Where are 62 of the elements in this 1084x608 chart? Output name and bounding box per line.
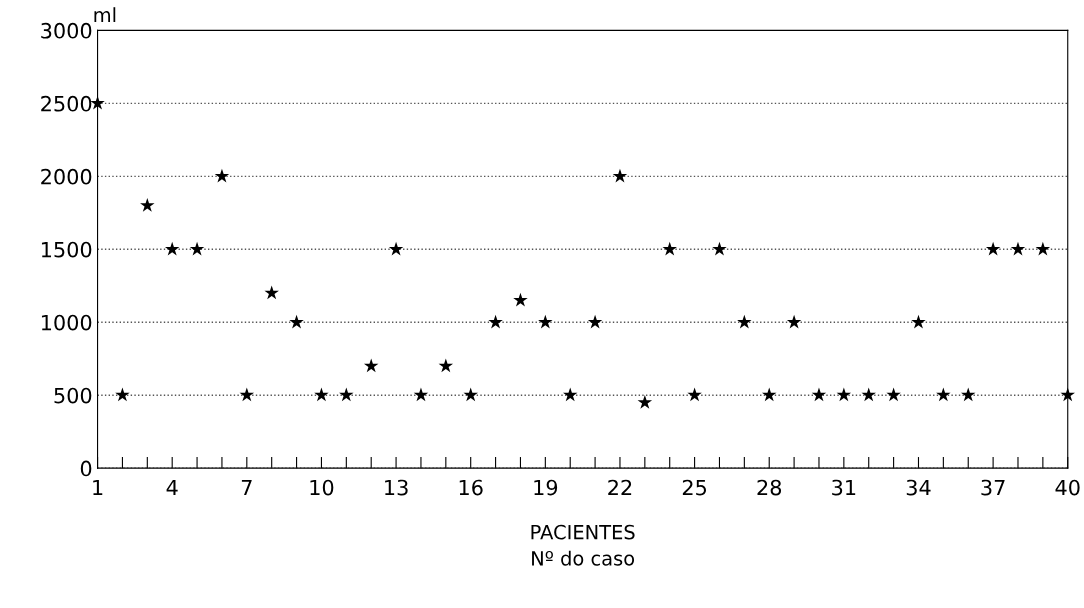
y-tick-label: 0 xyxy=(80,460,92,477)
x-axis-title: PACIENTES Nº do caso xyxy=(531,524,635,566)
point xyxy=(488,314,503,329)
x-tick-label: 4 xyxy=(166,479,178,496)
point xyxy=(314,387,329,402)
y-tick-label: 500 xyxy=(54,387,92,404)
point xyxy=(936,387,951,402)
point xyxy=(562,387,578,402)
y-tick-label: 3000 xyxy=(41,22,92,39)
point xyxy=(961,387,976,402)
point xyxy=(1060,387,1075,402)
point xyxy=(388,241,404,256)
point xyxy=(985,241,1001,256)
x-tick-label: 19 xyxy=(534,479,558,496)
point xyxy=(637,394,653,409)
point xyxy=(363,358,379,373)
point xyxy=(538,314,553,329)
point xyxy=(662,241,677,256)
x-tick-label: 37 xyxy=(981,479,1005,496)
point xyxy=(438,358,454,373)
x-tick-label: 22 xyxy=(608,479,632,496)
point xyxy=(687,387,702,402)
x-tick-label: 16 xyxy=(459,479,483,496)
point xyxy=(239,387,255,402)
x-tick-label: 40 xyxy=(1055,479,1080,496)
point xyxy=(264,285,279,300)
point xyxy=(737,314,752,329)
point xyxy=(761,387,777,402)
point xyxy=(811,387,827,402)
point xyxy=(712,241,727,256)
point xyxy=(115,387,130,402)
y-tick-label: 2000 xyxy=(41,168,92,185)
point xyxy=(289,314,304,329)
point xyxy=(140,197,155,212)
point xyxy=(1035,241,1051,256)
x-tick-label: 1 xyxy=(93,479,103,496)
point xyxy=(861,387,876,402)
x-tick-label: 10 xyxy=(310,479,334,496)
y-tick-label: 1000 xyxy=(41,314,92,331)
x-tick-label: 7 xyxy=(241,479,252,496)
y-axis-title: ml xyxy=(94,7,116,22)
x-tick-label: 31 xyxy=(832,479,856,496)
point xyxy=(463,387,478,402)
point xyxy=(836,387,852,402)
point xyxy=(786,314,802,329)
y-tick-label: 2500 xyxy=(41,95,92,112)
point xyxy=(339,387,354,402)
point xyxy=(886,387,901,402)
point xyxy=(164,241,180,256)
x-tick-label: 13 xyxy=(385,479,408,496)
point xyxy=(612,168,628,183)
x-tick-label: 34 xyxy=(906,479,931,496)
x-tick-label: 28 xyxy=(757,479,782,496)
point xyxy=(189,241,205,256)
point xyxy=(413,387,429,402)
x-tick-label: 25 xyxy=(682,479,707,496)
point xyxy=(587,314,603,329)
point xyxy=(513,292,528,307)
point xyxy=(911,314,926,329)
point xyxy=(1010,241,1026,256)
point xyxy=(214,168,230,183)
y-tick-label: 1500 xyxy=(41,241,92,258)
